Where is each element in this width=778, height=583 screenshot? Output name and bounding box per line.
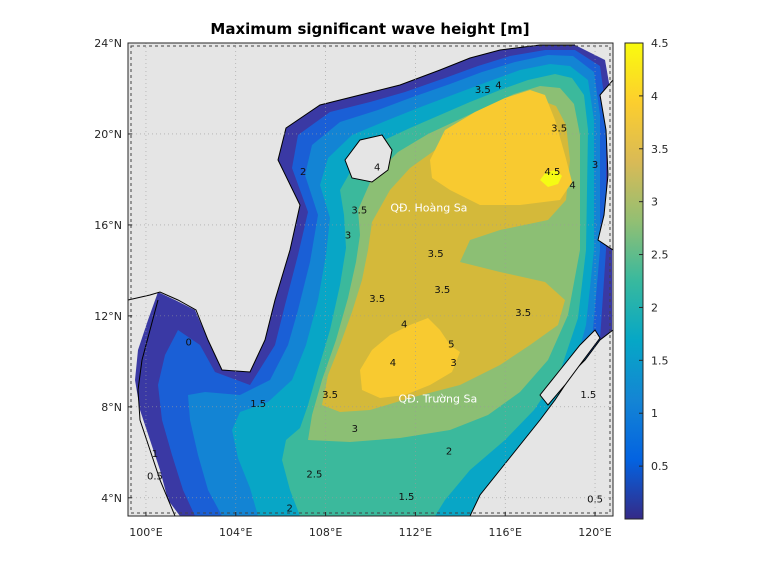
colorbar-tick-label: 2 bbox=[651, 301, 658, 314]
colorbar-tick-label: 1 bbox=[651, 407, 658, 420]
x-tick-label: 108°E bbox=[309, 526, 342, 539]
island-palawan bbox=[539, 329, 601, 406]
y-tick-label: 20°N bbox=[94, 128, 122, 141]
x-tick-label: 104°E bbox=[219, 526, 252, 539]
contour-label: 1.5 bbox=[398, 492, 414, 503]
colorbar-tick-label: 4.5 bbox=[651, 37, 669, 50]
contour-label: 2 bbox=[446, 447, 452, 458]
contour-label: 4 bbox=[401, 319, 407, 330]
x-tick-label: 112°E bbox=[399, 526, 432, 539]
contour-label: 4.5 bbox=[544, 167, 560, 178]
x-tick-label: 120°E bbox=[578, 526, 611, 539]
contour-label: 0.5 bbox=[147, 472, 163, 483]
island-luzon bbox=[597, 79, 613, 251]
contour-label: 4 bbox=[374, 162, 380, 173]
y-tick-label: 16°N bbox=[94, 219, 122, 232]
contour-label: 2 bbox=[286, 503, 292, 514]
contour-label: 3 bbox=[345, 231, 351, 242]
sea-level-4-south bbox=[360, 318, 460, 398]
contour-label: 3.5 bbox=[351, 206, 367, 217]
coastline-malay bbox=[137, 299, 176, 516]
map-gridlines bbox=[128, 43, 613, 516]
contour-label: 0 bbox=[185, 337, 191, 348]
colorbar-ticks: 0.5 1 1.5 2 2.5 3 3.5 4 4.5 bbox=[639, 37, 669, 473]
contour-label: 5 bbox=[448, 340, 454, 351]
y-axis-ticks: 4°N 8°N 12°N 16°N 20°N 24°N bbox=[94, 37, 132, 505]
contour-label: 0.5 bbox=[587, 494, 603, 505]
x-axis-ticks: 100°E 104°E 108°E 112°E 116°E 120°E bbox=[129, 512, 612, 539]
contour-label: 2.5 bbox=[306, 469, 322, 480]
coastline-mainland bbox=[128, 44, 575, 373]
contour-label: 1.5 bbox=[250, 399, 266, 410]
colorbar-tick-label: 2.5 bbox=[651, 249, 669, 262]
contour-label: 3.5 bbox=[322, 390, 338, 401]
colorbar-tick-label: 0.5 bbox=[651, 460, 669, 473]
contour-label: 4 bbox=[495, 80, 501, 91]
colorbar bbox=[624, 42, 644, 520]
contour-label: 3.5 bbox=[428, 249, 444, 260]
y-tick-label: 8°N bbox=[101, 401, 122, 414]
y-tick-label: 24°N bbox=[94, 37, 122, 50]
map-title: Maximum significant wave height [m] bbox=[210, 20, 529, 38]
colorbar-tick-label: 4 bbox=[651, 90, 658, 103]
contour-label: 3.5 bbox=[515, 308, 531, 319]
map-annotations: QĐ. Hoàng Sa QĐ. Trường Sa bbox=[390, 201, 477, 405]
colorbar-tick-label: 1.5 bbox=[651, 354, 669, 367]
contour-label: 4 bbox=[390, 358, 396, 369]
x-tick-label: 116°E bbox=[488, 526, 521, 539]
contour-label: 1.5 bbox=[580, 390, 596, 401]
sea-level-4-5 bbox=[540, 170, 562, 187]
map-inner-frame bbox=[130, 45, 611, 514]
contour-label: 3.5 bbox=[475, 85, 491, 96]
colorbar-tick-label: 3.5 bbox=[651, 143, 669, 156]
y-tick-label: 4°N bbox=[101, 492, 122, 505]
place-label: QĐ. Hoàng Sa bbox=[390, 201, 467, 214]
contour-label: 3 bbox=[450, 358, 456, 369]
contour-label: 1 bbox=[152, 449, 158, 460]
contour-label: 3.5 bbox=[551, 124, 567, 135]
colorbar-tick-label: 3 bbox=[651, 196, 658, 209]
map-frame bbox=[127, 42, 614, 517]
contour-label: 3 bbox=[592, 160, 598, 171]
contour-label: 3.5 bbox=[369, 294, 385, 305]
sea-level-4-north bbox=[430, 90, 572, 205]
contour-label: 3.5 bbox=[434, 285, 450, 296]
place-label: QĐ. Trường Sa bbox=[399, 392, 478, 405]
y-tick-label: 12°N bbox=[94, 310, 122, 323]
island-hainan bbox=[344, 134, 393, 183]
x-tick-label: 100°E bbox=[129, 526, 162, 539]
contour-label: 4 bbox=[569, 181, 575, 192]
contour-labels: 3.5 4 3.5 4.5 4 3 4 3.5 3 2 3.5 3.5 3.5 3.5 4 4 5 3 3.5 3 2 2… bbox=[147, 80, 603, 514]
map-panel: 3.5 4 3.5 4.5 4 3 4 3.5 3 2 3.5 3.5 3.5 3.5 4 4 5 3 3.5 3 2 2… bbox=[128, 43, 613, 516]
contour-label: 2 bbox=[300, 167, 306, 178]
contour-label: 3 bbox=[352, 424, 358, 435]
